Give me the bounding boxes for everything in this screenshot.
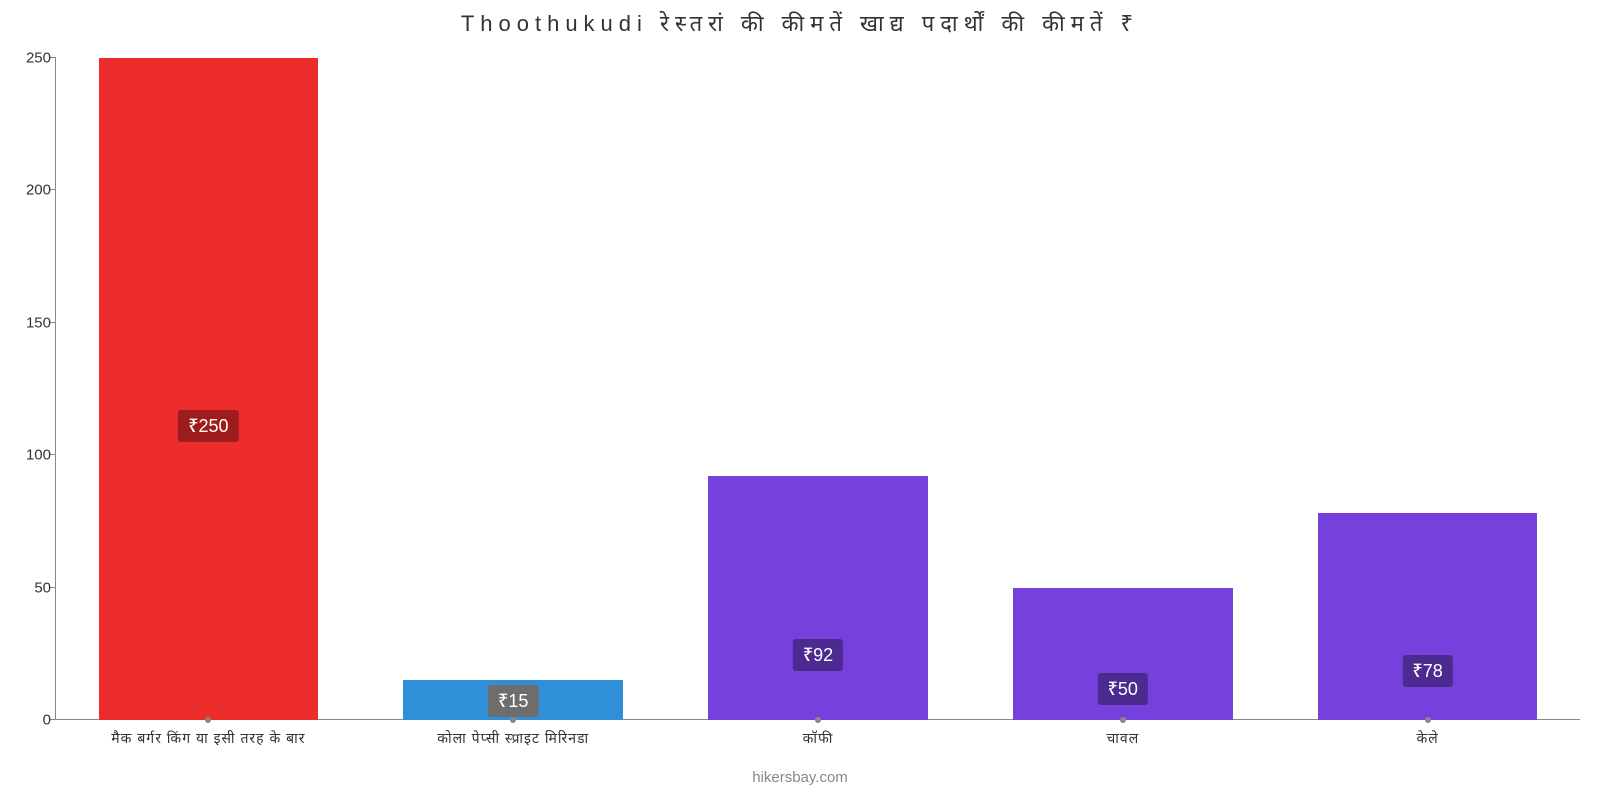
bar-value-label: ₹250 [178,410,238,442]
bar: ₹250 [99,58,318,720]
x-tick-mark [205,717,211,723]
chart-container: Thoothukudi रेस्तरां की कीमतें खाद्य पदा… [0,0,1600,800]
bar: ₹78 [1318,513,1537,720]
bar-value-label: ₹50 [1098,673,1148,705]
plot-area: 050100150200250₹250मैक बर्गर किंग या इसी… [55,58,1580,720]
x-tick-mark [510,717,516,723]
x-tick-label: केले [1416,729,1438,748]
y-tick-label: 200 [11,182,51,199]
x-tick-label: चावल [1106,729,1139,748]
y-tick-label: 100 [11,447,51,464]
x-tick-mark [1425,717,1431,723]
bar-value-label: ₹92 [793,639,843,671]
x-tick-mark [1120,717,1126,723]
bar: ₹92 [708,476,927,720]
bar-value-label: ₹78 [1402,655,1452,687]
y-tick-label: 150 [11,314,51,331]
attribution-text: hikersbay.com [0,769,1600,786]
y-tick-label: 250 [11,50,51,67]
x-tick-label: कॉफी [803,729,834,748]
x-tick-label: कोला पेप्सी स्प्राइट मिरिनडा [437,729,589,748]
bar: ₹15 [403,680,622,720]
y-tick-label: 50 [11,579,51,596]
bar: ₹50 [1013,588,1232,720]
bar-value-label: ₹15 [488,685,538,717]
y-tick-label: 0 [11,712,51,729]
x-tick-mark [815,717,821,723]
chart-title: Thoothukudi रेस्तरां की कीमतें खाद्य पदा… [0,0,1600,38]
x-tick-label: मैक बर्गर किंग या इसी तरह के बार [111,729,305,748]
